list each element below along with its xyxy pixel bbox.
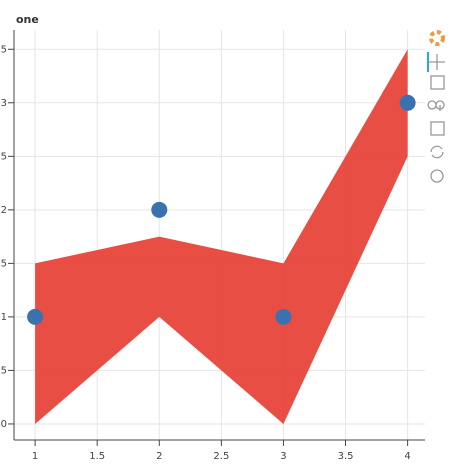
reset-tool[interactable] <box>430 145 444 159</box>
x-tick-label: 1.5 <box>89 451 105 462</box>
y-tick-label: 1 <box>1 312 7 323</box>
y-tick-label: .5 <box>0 258 7 269</box>
y-tick-label: 0 <box>1 419 7 430</box>
scatter-point <box>27 308 44 325</box>
x-tick-label: 1 <box>32 451 38 462</box>
y-tick-label: .5 <box>0 365 7 376</box>
x-tick-label: 4 <box>404 451 410 462</box>
x-tick-label: 3 <box>280 451 286 462</box>
y-tick-label: .5 <box>0 44 7 55</box>
band-area <box>35 49 408 424</box>
save-tool[interactable] <box>430 121 445 136</box>
toolbar <box>427 30 445 183</box>
box-zoom-tool[interactable] <box>430 75 445 90</box>
bokeh-logo[interactable] <box>429 30 445 46</box>
scatter-point <box>151 201 168 218</box>
y-tick-label: .5 <box>0 151 7 162</box>
y-tick-label: 3 <box>1 98 7 109</box>
x-tick-label: 2.5 <box>213 451 229 462</box>
wheel-zoom-tool[interactable] <box>427 100 445 111</box>
scatter-point <box>399 94 416 111</box>
x-tick-label: 2 <box>156 451 162 462</box>
help-tool[interactable] <box>430 169 444 183</box>
pan-tool[interactable] <box>429 54 445 70</box>
x-tick-label: 3.5 <box>338 451 354 462</box>
chart-title: one <box>16 13 39 26</box>
y-tick-label: 2 <box>1 205 7 216</box>
scatter-point <box>275 308 292 325</box>
